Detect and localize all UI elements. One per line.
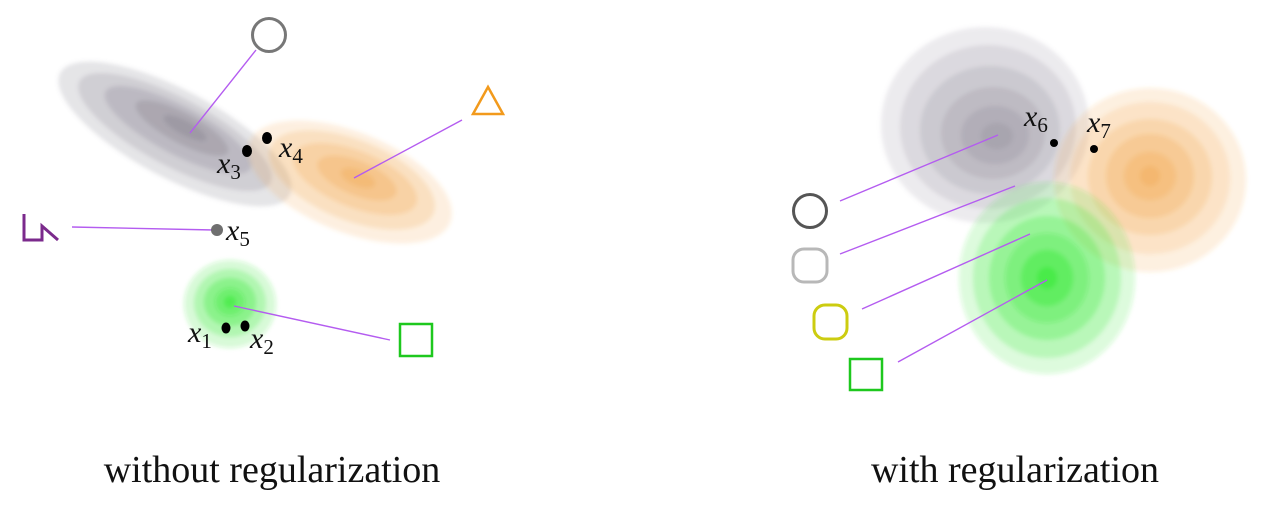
- leader-line-square: [233, 305, 391, 341]
- point-x4-dot: [262, 132, 272, 144]
- leader-line-gray-rounded: [839, 185, 1016, 255]
- right-panel: x6 x7 with regularization: [791, 27, 1246, 491]
- leader-line-circle-right: [839, 134, 999, 202]
- square-icon: [398, 322, 434, 358]
- leader-line-circle: [189, 49, 257, 134]
- rounded-square-icon-olive: [812, 303, 849, 341]
- circle-icon: [251, 17, 287, 53]
- rounded-square-icon-gray: [791, 247, 829, 284]
- caption-with-regularization: with regularization: [871, 449, 1159, 491]
- left-panel: x3 x4 x5 x1 x2 without regularization: [22, 17, 506, 491]
- gray-density-blob: [58, 61, 292, 207]
- leader-line-olive-rounded: [861, 233, 1031, 310]
- green-density-blob: [184, 260, 276, 348]
- label-x2: x2: [249, 322, 274, 359]
- label-x6: x6: [1023, 100, 1048, 137]
- point-x1-dot: [221, 322, 231, 334]
- point-x7-dot: [1090, 145, 1098, 153]
- label-x7: x7: [1086, 106, 1111, 143]
- square-icon-right: [848, 357, 884, 392]
- orange-density-blob-large: [1054, 88, 1246, 272]
- leader-line-step: [71, 226, 215, 231]
- circle-icon-right: [792, 193, 828, 229]
- point-x3-dot: [242, 145, 252, 157]
- label-x1: x1: [187, 316, 212, 353]
- step-shape-icon: [22, 214, 59, 242]
- green-density-blob-large: [959, 182, 1135, 374]
- label-x3: x3: [216, 147, 241, 184]
- gray-density-blob-large: [881, 27, 1089, 223]
- point-x6-dot: [1050, 139, 1058, 147]
- point-x5-dot: [211, 224, 223, 236]
- point-x2-dot: [240, 320, 250, 332]
- leader-line-triangle: [353, 119, 463, 179]
- leader-line-square-right: [897, 279, 1048, 363]
- label-x4: x4: [278, 131, 303, 168]
- label-x5: x5: [225, 214, 250, 251]
- orange-density-blob: [248, 120, 452, 244]
- caption-without-regularization: without regularization: [104, 449, 441, 491]
- triangle-icon: [470, 84, 506, 116]
